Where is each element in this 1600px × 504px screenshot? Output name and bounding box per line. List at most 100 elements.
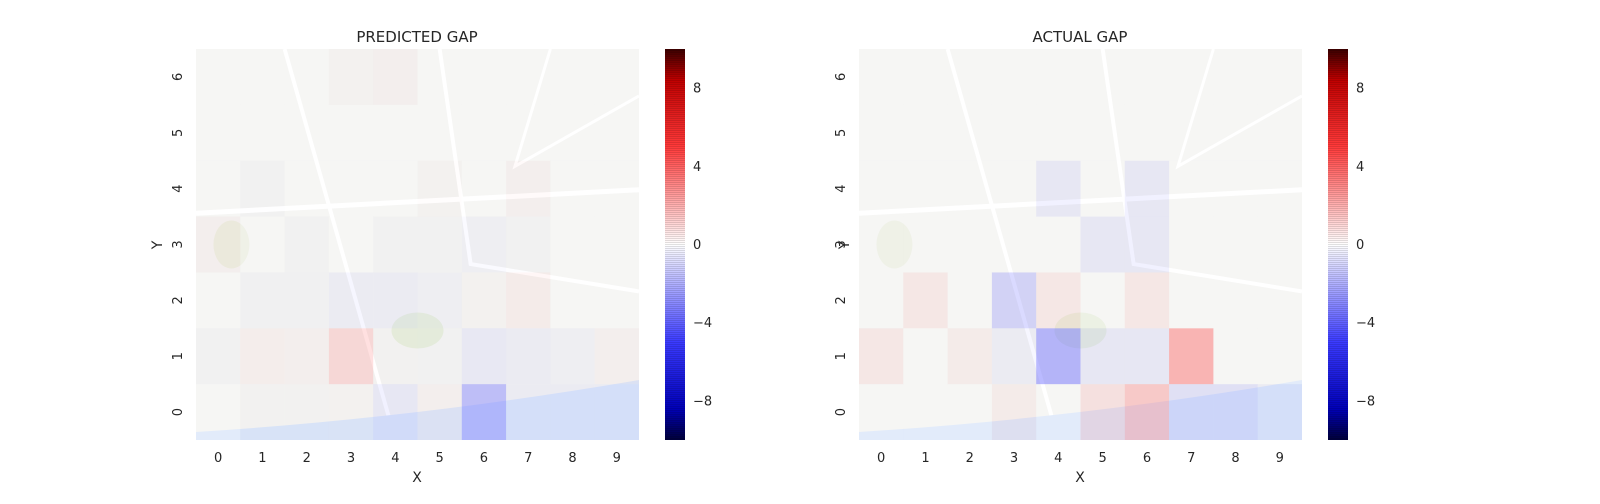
x-tick-labels: 0 1 2 3 4 5 6 7 8 9 [877,451,1284,466]
y-axis-label: Y [837,240,853,250]
heatmap-cell [417,328,462,385]
colorbar-banding [1328,49,1348,440]
x-tick-label: 6 [480,451,488,466]
heatmap-cell [196,272,241,329]
heatmap-cell [196,160,241,217]
heatmap-cell [417,272,462,329]
heatmap-cell [240,49,285,105]
x-tick-label: 0 [877,451,885,466]
heatmap-cell [461,272,507,329]
x-tick-label: 5 [1099,451,1107,466]
heatmap-cell [991,160,1037,217]
map-river [196,380,639,440]
heatmap-cell [859,272,904,329]
heatmap-cell [594,384,639,440]
x-tick-label: 5 [435,451,443,466]
heatmap-cell [1169,216,1214,273]
map-road [1175,48,1303,170]
heatmap-cell [1257,49,1302,105]
heatmap-cell [1169,328,1214,385]
heatmap-cell [594,160,639,217]
heatmap-cell [417,104,462,161]
map-road [858,187,1303,216]
heatmap-cell [240,328,285,385]
heatmap-cell [903,216,948,273]
heatmap-cell [373,104,418,161]
x-tick-label: 3 [347,451,355,466]
colorbar-tick-label: 4 [1356,160,1364,175]
heatmap-cell [903,49,948,105]
heatmap-cell [1124,104,1170,161]
x-tick-label: 4 [391,451,399,466]
heatmap-cell [991,328,1037,385]
colorbar-tick-label: −8 [1356,394,1375,409]
heatmap-cell [1169,272,1214,329]
heatmap-cell [1080,384,1125,440]
y-tick-label: 6 [834,73,849,81]
y-tick-label: 3 [834,240,849,248]
heatmap-cell [328,328,374,385]
map-park [213,220,250,269]
x-tick-label: 8 [1231,451,1239,466]
heatmap-cell [991,216,1037,273]
x-tick-label: 9 [613,451,621,466]
heatmap-cell [417,384,462,440]
heatmap-cell [1213,328,1258,385]
heatmap-cell [240,216,285,273]
heatmap-cells [196,49,639,440]
heatmap-cell [328,49,374,105]
y-tick-label: 5 [171,129,186,137]
heatmap-cell [284,49,329,105]
y-tick-label: 1 [834,352,849,360]
heatmap-cell [284,160,329,217]
heatmap-cell [1080,49,1125,105]
heatmap-cell [373,49,418,105]
x-axis-label: X [1075,470,1085,486]
x-tick-label: 0 [214,451,222,466]
heatmap-cell [196,49,241,105]
y-tick-label: 2 [171,296,186,304]
heatmap-cell [550,272,595,329]
map-base [196,49,639,440]
heatmap-cell [1036,104,1081,161]
heatmap-cell [947,104,992,161]
map-road [512,48,640,170]
heatmap-cell [859,160,904,217]
heatmap-cell [947,272,992,329]
heatmap-cell [947,160,992,217]
heatmap-cell [1036,272,1081,329]
heatmap-cell [373,160,418,217]
x-axis-label: X [412,470,422,486]
heatmap-cell [903,104,948,161]
heatmap-cell [550,328,595,385]
heatmap-cell [196,216,241,273]
map-road [437,48,640,294]
y-tick-label: 6 [171,73,186,81]
colorbar-tick-label: 0 [693,238,701,253]
heatmap-cell [284,216,329,273]
heatmap-cell [859,384,904,440]
heatmap-cell [1036,384,1081,440]
y-tick-label: 2 [834,296,849,304]
heatmap-cell [1036,216,1081,273]
heatmap-cell [461,384,507,440]
heatmap-cell [506,49,551,105]
chart-title: ACTUAL GAP [1033,28,1128,46]
y-tick-label: 1 [171,352,186,360]
y-axis-label: Y [150,240,166,250]
heatmap-cell [284,272,329,329]
heatmap-cell [196,104,241,161]
heatmap-cell [1213,216,1258,273]
heatmap-cell [506,160,551,217]
heatmap-cell [903,272,948,329]
heatmap-cell [1036,328,1081,385]
colorbar-tick-label: −4 [693,316,712,331]
y-tick-label: 0 [834,408,849,416]
heatmap-cell [1124,49,1170,105]
heatmap-cell [506,104,551,161]
y-tick-label: 3 [171,240,186,248]
heatmap-cell [1124,216,1170,273]
heatmap-cell [417,160,462,217]
x-tick-labels: 0 1 2 3 4 5 6 7 8 9 [214,451,621,466]
